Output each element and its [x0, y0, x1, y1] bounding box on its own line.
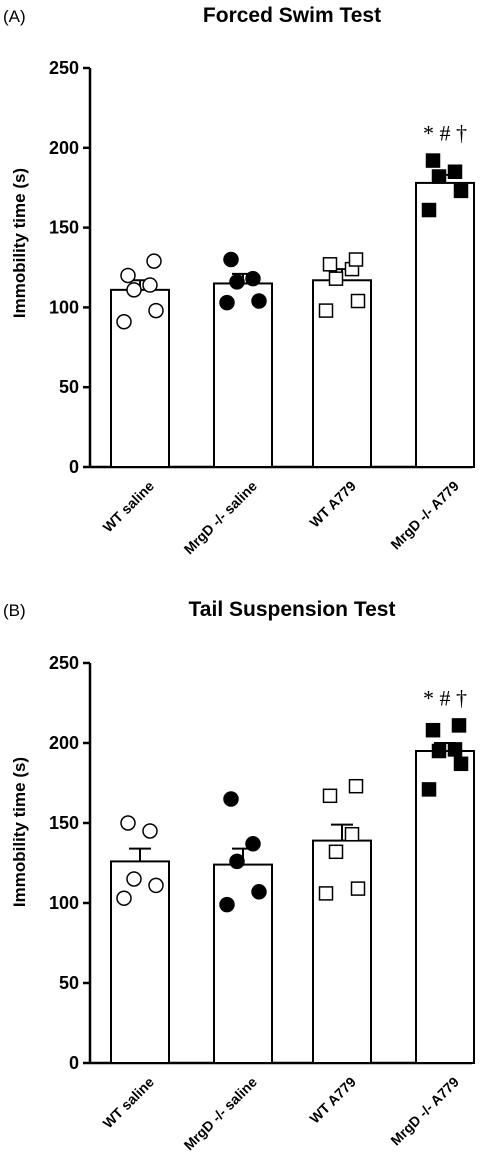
data-point: [223, 251, 239, 268]
data-point: [219, 896, 235, 913]
y-axis-label: Immobility time (s): [10, 757, 29, 907]
y-tick-label: 100: [49, 893, 79, 913]
panel-label: (A): [3, 7, 26, 26]
bar: [415, 181, 475, 469]
data-point: [251, 884, 267, 900]
x-tick-label: WT A779: [306, 1074, 359, 1127]
data-point: [142, 277, 158, 293]
data-point: [126, 282, 142, 298]
y-tick-label: 150: [49, 218, 79, 238]
data-point: [148, 877, 164, 894]
data-point: [142, 823, 158, 839]
y-tick-label: 250: [49, 58, 79, 78]
data-point: [451, 718, 467, 733]
panel-tail-suspension: (B) Tail Suspension Test Immobility time…: [3, 598, 475, 1154]
data-point: [447, 164, 463, 179]
x-tick-label: MrgD -/- saline: [181, 478, 261, 558]
x-tick-label: WT saline: [100, 1074, 158, 1132]
data-point: [229, 853, 245, 870]
bar: [312, 839, 372, 1064]
data-point: [148, 302, 164, 319]
y-tick-label: 50: [59, 377, 79, 397]
y-tick-label: 150: [49, 813, 79, 833]
data-point: [245, 270, 261, 287]
data-point: [328, 844, 344, 860]
chart-title: Forced Swim Test: [203, 4, 381, 27]
x-tick-label: WT saline: [100, 478, 158, 536]
data-point: [322, 257, 338, 272]
data-point: [348, 252, 364, 267]
y-tick-label: 0: [69, 457, 79, 477]
y-axis-label: Immobility time (s): [10, 168, 29, 318]
significance-annotation: * # †: [423, 121, 467, 146]
y-tick-label: 50: [59, 973, 79, 993]
data-point: [318, 303, 334, 318]
data-point: [421, 782, 437, 797]
data-point: [425, 153, 441, 168]
data-point: [318, 886, 334, 901]
data-point: [421, 202, 437, 218]
data-point: [453, 183, 469, 199]
y-tick-label: 0: [69, 1053, 79, 1073]
data-point: [431, 169, 447, 184]
data-point: [223, 791, 239, 807]
data-point: [116, 890, 132, 906]
significance-annotation: * # †: [423, 685, 467, 710]
x-tick-label: MrgD -/- A779: [387, 478, 462, 553]
data-point: [322, 788, 338, 804]
data-point: [453, 756, 469, 772]
y-tick-label: 250: [49, 653, 79, 673]
y-tick-label: 200: [49, 138, 79, 158]
data-point: [344, 826, 360, 842]
data-point: [328, 271, 344, 286]
data-point: [350, 293, 366, 309]
data-point: [126, 871, 142, 887]
data-point: [116, 314, 132, 330]
panel-label: (B): [3, 601, 26, 620]
data-point: [120, 267, 136, 284]
chart-title: Tail Suspension Test: [189, 598, 396, 621]
data-point: [425, 722, 441, 738]
bar: [110, 288, 170, 468]
bar: [213, 282, 273, 468]
x-tick-label: MrgD -/- A779: [387, 1074, 462, 1149]
data-point: [431, 743, 447, 759]
data-point: [120, 815, 136, 831]
bar: [110, 860, 170, 1065]
data-point: [229, 274, 245, 290]
panel-forced-swim: (A) Forced Swim Test Immobility time (s)…: [3, 4, 475, 558]
x-tick-label: WT A779: [306, 478, 359, 531]
data-point: [251, 293, 267, 309]
x-tick-label: MrgD -/- saline: [181, 1074, 261, 1154]
data-point: [350, 881, 366, 896]
data-point: [245, 836, 261, 852]
data-point: [219, 294, 235, 311]
data-point: [348, 778, 364, 794]
data-point: [146, 253, 162, 269]
data-point: [447, 742, 463, 757]
y-tick-label: 100: [49, 297, 79, 317]
y-tick-label: 200: [49, 733, 79, 753]
bar: [415, 750, 475, 1064]
